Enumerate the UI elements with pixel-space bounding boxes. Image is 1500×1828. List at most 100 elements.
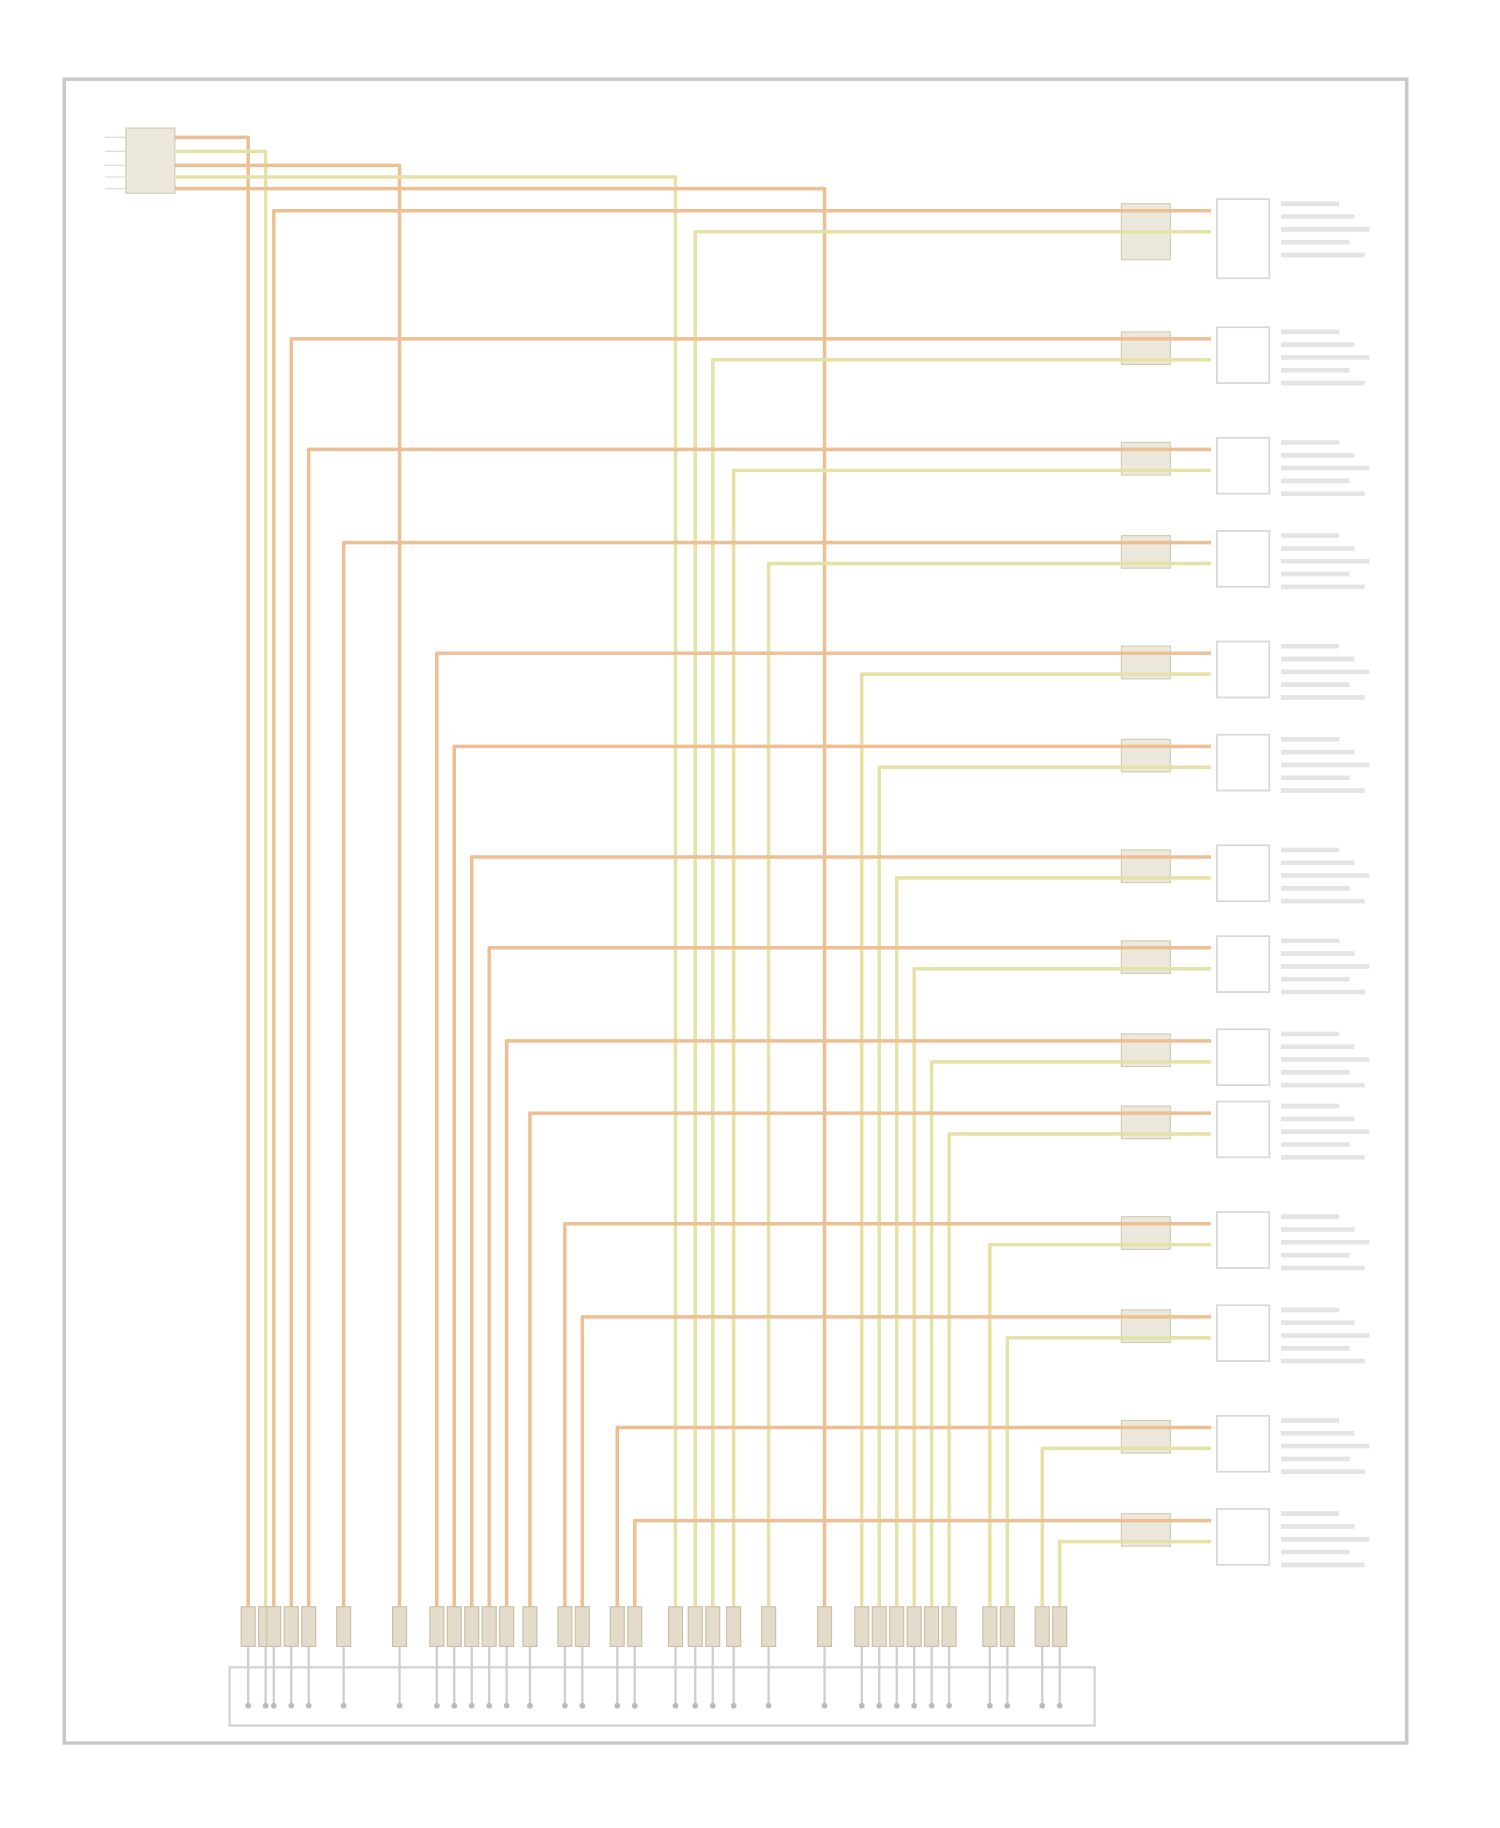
pin-end [730, 1702, 737, 1709]
wire [632, 1518, 1212, 1607]
pin-end [765, 1702, 772, 1709]
terminal [266, 1606, 282, 1647]
wire [947, 1132, 1212, 1607]
wire [272, 208, 1212, 1607]
terminal [941, 1606, 957, 1647]
control-module [228, 1666, 1096, 1727]
terminal [574, 1606, 590, 1647]
pin-end [876, 1702, 883, 1709]
wire [289, 337, 1212, 1607]
component [1216, 326, 1271, 384]
terminal [609, 1606, 625, 1647]
wire [860, 672, 1212, 1607]
component [1216, 530, 1271, 588]
wire [306, 447, 1212, 1607]
pin-end [858, 1702, 865, 1709]
wire [341, 540, 1212, 1607]
wire [1040, 1446, 1212, 1607]
wire [988, 1242, 1212, 1607]
pin-end [946, 1702, 953, 1709]
pin-end [928, 1702, 935, 1709]
wire [528, 1111, 1212, 1607]
terminal [889, 1606, 905, 1647]
wire [710, 358, 1212, 1607]
wire [174, 135, 250, 1607]
wire [894, 876, 1212, 1607]
pin-end [1004, 1702, 1011, 1709]
wire [174, 175, 678, 1607]
connector [125, 127, 176, 194]
pin-end [614, 1702, 621, 1709]
pin-end [672, 1702, 679, 1709]
pin-end [340, 1702, 347, 1709]
wire [731, 468, 1212, 1607]
wire [487, 946, 1212, 1607]
pin-end [468, 1702, 475, 1709]
pin-end [709, 1702, 716, 1709]
pin-end [561, 1702, 568, 1709]
component [1216, 436, 1271, 495]
terminal [667, 1606, 684, 1647]
terminal [726, 1606, 742, 1647]
terminal [705, 1606, 721, 1647]
terminal [1034, 1606, 1050, 1647]
pin-end [893, 1702, 900, 1709]
terminal [446, 1606, 462, 1647]
component [1216, 640, 1271, 699]
terminal [906, 1606, 922, 1647]
wire [766, 561, 1212, 1607]
terminal [283, 1606, 299, 1647]
wire [452, 744, 1212, 1607]
wire [504, 1039, 1212, 1607]
terminal [1052, 1606, 1068, 1647]
wire [174, 186, 827, 1607]
terminal [854, 1606, 870, 1647]
pin-end [245, 1702, 252, 1709]
pin-end [503, 1702, 510, 1709]
pin-end [631, 1702, 638, 1709]
terminal [924, 1606, 940, 1647]
pin-end [433, 1702, 440, 1709]
pin-end [527, 1702, 533, 1709]
pin-end [270, 1702, 277, 1709]
pin-end [821, 1702, 828, 1709]
pin-end [396, 1702, 403, 1709]
wire [435, 651, 1212, 1607]
wire [174, 163, 402, 1607]
terminal [871, 1606, 887, 1647]
terminal [522, 1606, 538, 1647]
pin-end [451, 1702, 458, 1709]
wire [693, 229, 1212, 1607]
wire [877, 765, 1212, 1607]
terminal [301, 1606, 317, 1647]
terminal [982, 1606, 998, 1647]
wire [174, 149, 268, 1607]
pin-end [262, 1702, 269, 1709]
wire [615, 1425, 1212, 1607]
terminal [761, 1606, 777, 1647]
component [1216, 733, 1271, 792]
component [1216, 1508, 1271, 1566]
terminal [240, 1606, 256, 1647]
terminal [499, 1606, 515, 1647]
component [1216, 1414, 1271, 1473]
component [1216, 935, 1271, 993]
wire [929, 1060, 1212, 1607]
pin-end [1056, 1702, 1063, 1709]
terminal [557, 1606, 573, 1647]
terminal [627, 1606, 643, 1647]
component [1216, 1028, 1271, 1087]
wire [1005, 1336, 1212, 1607]
pin-end [579, 1702, 586, 1709]
pin-end [288, 1702, 295, 1709]
component [1216, 198, 1271, 280]
pin-end [486, 1702, 493, 1709]
terminal [464, 1606, 480, 1647]
frame [62, 77, 1409, 1745]
component [1216, 1304, 1271, 1362]
wire [563, 1221, 1212, 1607]
wire [1057, 1539, 1212, 1607]
wire [912, 966, 1212, 1607]
component [1216, 1211, 1271, 1269]
